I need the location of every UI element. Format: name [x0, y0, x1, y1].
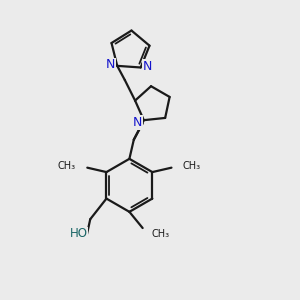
Text: CH₃: CH₃	[183, 161, 201, 171]
Text: CH₃: CH₃	[152, 229, 169, 239]
Text: CH₃: CH₃	[58, 161, 76, 171]
Text: N: N	[133, 116, 142, 129]
Text: N: N	[143, 60, 152, 73]
Text: N: N	[106, 58, 115, 71]
Text: HO: HO	[70, 227, 88, 240]
